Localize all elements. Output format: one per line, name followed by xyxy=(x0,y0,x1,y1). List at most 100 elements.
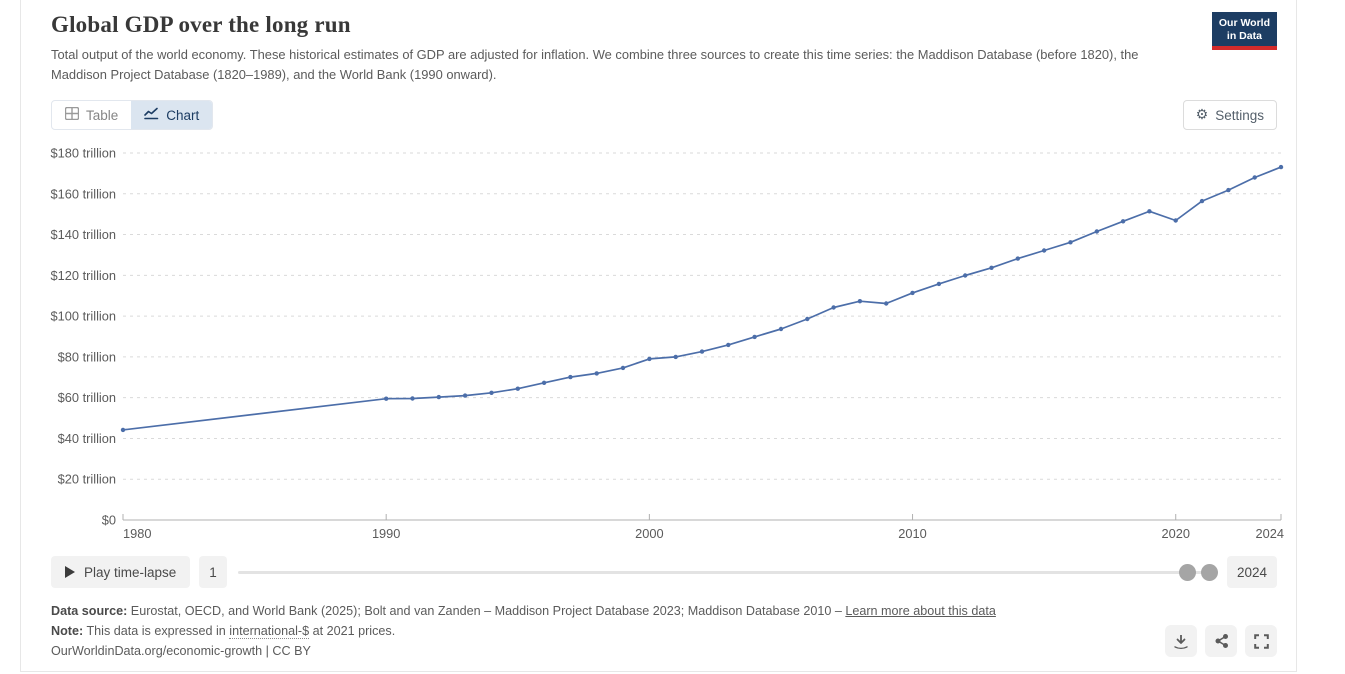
owid-logo-line2: in Data xyxy=(1226,29,1262,42)
chart-footer: Data source: Eurostat, OECD, and World B… xyxy=(51,602,1146,662)
international-dollar-term[interactable]: international-$ xyxy=(229,623,310,639)
data-point xyxy=(1278,164,1284,170)
data-point xyxy=(1094,229,1100,234)
note-text-pre: This data is expressed in xyxy=(83,623,230,638)
data-point xyxy=(594,371,599,376)
share-button[interactable] xyxy=(1205,625,1237,657)
chart-subtitle: Total output of the world economy. These… xyxy=(51,47,1139,82)
data-point xyxy=(1252,175,1257,180)
data-point xyxy=(1226,187,1231,193)
grapher-frame: Global GDP over the long run Total outpu… xyxy=(20,0,1297,672)
data-point xyxy=(1199,198,1205,204)
data-point xyxy=(752,334,757,340)
data-point xyxy=(699,349,705,354)
tab-table[interactable]: Table xyxy=(52,101,131,129)
fullscreen-icon xyxy=(1253,633,1269,649)
data-point xyxy=(1015,256,1020,261)
share-icon xyxy=(1215,634,1228,648)
data-point xyxy=(541,380,547,385)
data-point xyxy=(1147,209,1152,214)
x-tick-label: 2020 xyxy=(1161,526,1189,541)
timeline-start-year[interactable]: 1 xyxy=(199,556,227,588)
y-tick-label: $20 trillion xyxy=(58,472,116,487)
fullscreen-button[interactable] xyxy=(1245,625,1277,657)
gear-icon: ⚙ xyxy=(1195,107,1209,123)
y-tick-label: $120 trillion xyxy=(51,268,116,283)
data-source-text: Eurostat, OECD, and World Bank (2025); B… xyxy=(127,604,846,618)
data-point xyxy=(620,365,626,371)
learn-more-link[interactable]: Learn more about this data xyxy=(845,604,996,618)
data-point xyxy=(410,396,415,401)
owid-logo-line1: Our World xyxy=(1218,17,1270,29)
owid-logo[interactable]: Our World in Data xyxy=(1211,12,1277,51)
data-point xyxy=(884,301,889,306)
download-icon xyxy=(1174,634,1188,649)
view-tabs: Table Chart xyxy=(51,100,214,130)
y-tick-label: $140 trillion xyxy=(51,227,116,242)
play-timelapse-button[interactable]: Play time-lapse xyxy=(51,556,191,588)
data-point xyxy=(436,394,441,400)
y-tick-label: $160 trillion xyxy=(51,186,116,201)
settings-button[interactable]: ⚙ Settings xyxy=(1182,100,1277,130)
x-tick-label: 1990 xyxy=(372,526,400,541)
y-tick-label: $60 trillion xyxy=(58,390,116,405)
data-point xyxy=(462,393,468,398)
tab-chart[interactable]: Chart xyxy=(131,101,213,129)
note-line: Note: This data is expressed in internat… xyxy=(51,622,1146,642)
data-source-line: Data source: Eurostat, OECD, and World B… xyxy=(51,602,1146,622)
y-tick-label: $40 trillion xyxy=(58,431,116,446)
y-tick-label: $0 xyxy=(102,513,116,528)
line-chart-icon xyxy=(144,107,159,123)
data-point xyxy=(778,326,784,332)
y-tick-label: $100 trillion xyxy=(51,309,116,324)
x-tick-label: 2024 xyxy=(1256,526,1284,541)
x-tick-label: 1980 xyxy=(123,526,151,541)
timeline-slider[interactable] xyxy=(236,556,1218,588)
data-point xyxy=(989,265,994,270)
data-point xyxy=(805,316,810,322)
attribution-line: OurWorldinData.org/economic-growth | CC … xyxy=(51,643,311,658)
data-source-label: Data source: xyxy=(51,604,128,618)
data-point xyxy=(515,386,520,391)
note-label: Note: xyxy=(51,623,84,638)
data-point xyxy=(120,427,126,433)
data-point xyxy=(936,281,942,287)
download-button[interactable] xyxy=(1165,625,1197,657)
gdp-line xyxy=(122,166,1282,431)
note-text-post: at 2021 prices. xyxy=(309,623,396,638)
data-point xyxy=(1068,240,1073,245)
x-tick-label: 2000 xyxy=(635,526,663,541)
controls-row: Table Chart ⚙ Settings xyxy=(51,100,1277,130)
timeline-end-year[interactable]: 2024 xyxy=(1226,556,1277,588)
table-icon xyxy=(64,106,80,123)
data-point xyxy=(647,356,652,362)
action-buttons xyxy=(1165,625,1277,657)
data-point xyxy=(568,374,573,380)
page-title: Global GDP over the long run xyxy=(51,12,351,37)
data-point xyxy=(1173,218,1178,223)
data-point xyxy=(489,390,494,395)
data-point xyxy=(726,342,731,348)
timeline-track[interactable] xyxy=(237,571,1214,574)
data-point xyxy=(1041,248,1047,253)
data-point xyxy=(673,354,678,360)
timeline-start-handle[interactable] xyxy=(1178,564,1196,581)
data-point xyxy=(384,396,389,401)
data-point xyxy=(1120,219,1126,224)
timeline-controls: Play time-lapse 1 2024 xyxy=(51,556,1277,588)
data-point xyxy=(963,273,968,278)
data-point xyxy=(831,305,836,310)
data-point xyxy=(910,290,915,296)
play-icon xyxy=(65,566,75,578)
chart-header: Global GDP over the long run Total outpu… xyxy=(51,12,1277,85)
y-tick-label: $80 trillion xyxy=(58,349,116,364)
tab-table-label: Table xyxy=(86,107,119,123)
y-tick-label: $180 trillion xyxy=(51,146,116,161)
x-tick-label: 2010 xyxy=(898,526,926,541)
timeline-end-handle[interactable] xyxy=(1200,564,1218,581)
tab-chart-label: Chart xyxy=(166,107,200,123)
data-point xyxy=(857,299,863,304)
settings-label: Settings xyxy=(1215,107,1264,123)
play-timelapse-label: Play time-lapse xyxy=(84,564,177,580)
chart-plot-area[interactable]: $0 $20 trillion $40 trillion $60 trillion $8… xyxy=(21,0,1298,548)
